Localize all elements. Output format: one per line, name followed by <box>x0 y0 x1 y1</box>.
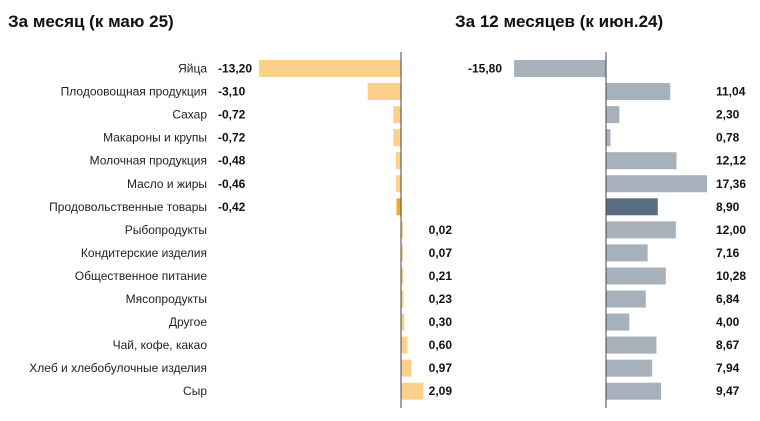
month-bar <box>393 129 401 147</box>
month-value-label: 0,97 <box>429 361 453 375</box>
month-bar <box>396 175 401 193</box>
month-value-label: 0,30 <box>429 315 453 329</box>
category-label: Продовольственные товары <box>49 200 207 214</box>
year-value-label: 12,12 <box>716 154 746 168</box>
month-value-label: -0,46 <box>218 177 246 191</box>
category-label: Рыбопродукты <box>125 223 207 237</box>
category-label: Сыр <box>183 384 207 398</box>
month-value-label: -0,72 <box>218 108 246 122</box>
year-value-label: 0,78 <box>716 131 740 145</box>
year-value-label: 7,16 <box>716 246 740 260</box>
category-label: Общественное питание <box>75 269 208 283</box>
month-bar <box>401 221 403 239</box>
year-value-label: 9,47 <box>716 384 740 398</box>
year-value-label: 17,36 <box>716 177 746 191</box>
month-bar <box>401 359 412 377</box>
category-label: Сахар <box>172 108 207 122</box>
year-value-label: 12,00 <box>716 223 746 237</box>
year-value-label: -15,80 <box>468 62 502 76</box>
year-bar <box>606 244 648 262</box>
month-value-label: -0,42 <box>218 200 246 214</box>
category-label: Плодоовощная продукция <box>61 85 207 99</box>
month-value-label: -13,20 <box>218 62 252 76</box>
year-bar <box>606 359 653 377</box>
year-bar <box>606 106 620 124</box>
year-bar <box>606 83 671 101</box>
category-label: Молочная продукция <box>90 154 207 168</box>
category-label: Яйца <box>178 62 207 76</box>
year-bar <box>606 336 657 354</box>
category-label: Мясопродукты <box>126 292 207 306</box>
chart-title-month: За месяц (к маю 25) <box>8 12 174 31</box>
month-bar <box>401 267 404 285</box>
year-bar <box>606 313 630 331</box>
month-bar <box>395 152 401 170</box>
month-value-label: 2,09 <box>429 384 453 398</box>
category-label: Кондитерские изделия <box>81 246 207 260</box>
year-bar <box>606 198 658 216</box>
year-bar <box>606 382 662 400</box>
year-value-label: 10,28 <box>716 269 746 283</box>
category-label: Хлеб и хлебобулочные изделия <box>29 361 207 375</box>
month-value-label: 0,21 <box>429 269 453 283</box>
category-label: Чай, кофе, какао <box>113 338 208 352</box>
year-value-label: 4,00 <box>716 315 740 329</box>
year-value-label: 8,90 <box>716 200 740 214</box>
year-value-label: 11,04 <box>716 85 746 99</box>
month-bar <box>401 382 424 400</box>
month-value-label: -0,48 <box>218 154 246 168</box>
category-label: Другое <box>169 315 207 329</box>
month-value-label: -0,72 <box>218 131 246 145</box>
month-value-label: -3,10 <box>218 85 246 99</box>
month-bar <box>401 336 408 354</box>
month-bar <box>393 106 401 124</box>
month-value-label: 0,07 <box>429 246 453 260</box>
year-value-label: 2,30 <box>716 108 740 122</box>
year-value-label: 7,94 <box>716 361 740 375</box>
year-bar <box>606 152 677 170</box>
year-bar <box>606 129 611 147</box>
year-bar <box>606 221 676 239</box>
month-bar <box>367 83 401 101</box>
chart-title-year: За 12 месяцев (к июн.24) <box>455 12 663 31</box>
month-value-label: 0,60 <box>429 338 453 352</box>
year-value-label: 6,84 <box>716 292 740 306</box>
year-value-label: 8,67 <box>716 338 740 352</box>
month-bar <box>401 244 403 262</box>
category-label: Масло и жиры <box>127 177 207 191</box>
month-bar <box>396 198 401 216</box>
month-bar <box>401 290 404 308</box>
month-value-label: 0,02 <box>429 223 453 237</box>
month-value-label: 0,23 <box>429 292 453 306</box>
year-bar <box>606 267 666 285</box>
month-bar <box>259 60 401 77</box>
year-bar <box>606 290 646 308</box>
month-bar <box>401 313 405 331</box>
category-label: Макароны и крупы <box>103 131 207 145</box>
year-bar <box>606 175 707 193</box>
year-bar <box>514 60 606 77</box>
